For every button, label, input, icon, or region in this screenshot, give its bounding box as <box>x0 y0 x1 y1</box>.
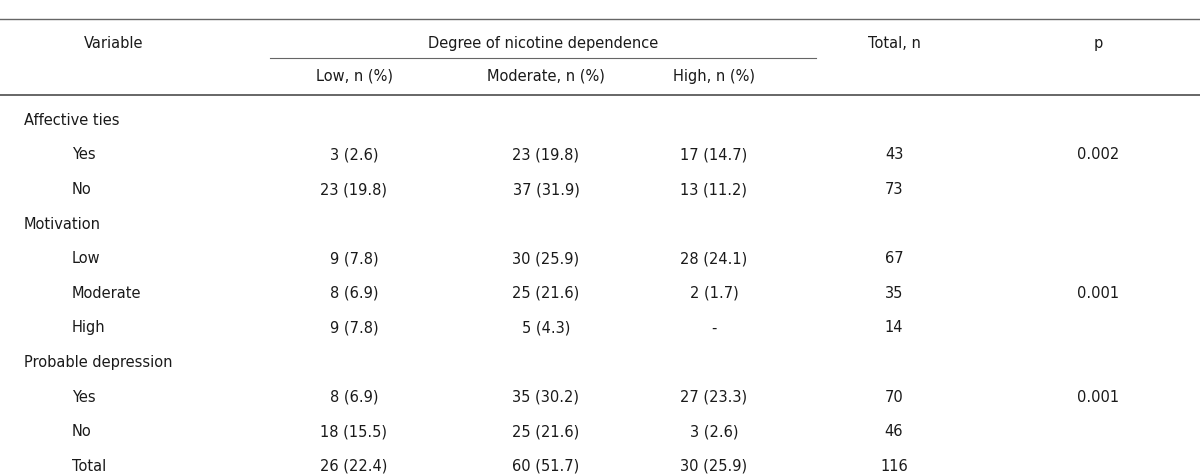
Text: Total: Total <box>72 459 107 474</box>
Text: Total, n: Total, n <box>868 36 920 51</box>
Text: 18 (15.5): 18 (15.5) <box>320 424 388 439</box>
Text: 43: 43 <box>884 147 904 163</box>
Text: 23 (19.8): 23 (19.8) <box>320 182 388 197</box>
Text: 3 (2.6): 3 (2.6) <box>690 424 738 439</box>
Text: 0.001: 0.001 <box>1076 390 1120 405</box>
Text: 37 (31.9): 37 (31.9) <box>512 182 580 197</box>
Text: Moderate, n (%): Moderate, n (%) <box>487 69 605 84</box>
Text: 73: 73 <box>884 182 904 197</box>
Text: 46: 46 <box>884 424 904 439</box>
Text: 5 (4.3): 5 (4.3) <box>522 320 570 336</box>
Text: 13 (11.2): 13 (11.2) <box>680 182 748 197</box>
Text: 23 (19.8): 23 (19.8) <box>512 147 580 163</box>
Text: 70: 70 <box>884 390 904 405</box>
Text: Affective ties: Affective ties <box>24 113 120 128</box>
Text: Low: Low <box>72 251 101 266</box>
Text: 28 (24.1): 28 (24.1) <box>680 251 748 266</box>
Text: 35: 35 <box>884 286 904 301</box>
Text: 60 (51.7): 60 (51.7) <box>512 459 580 474</box>
Text: 35 (30.2): 35 (30.2) <box>512 390 580 405</box>
Text: Degree of nicotine dependence: Degree of nicotine dependence <box>428 36 658 51</box>
Text: 2 (1.7): 2 (1.7) <box>690 286 738 301</box>
Text: 30 (25.9): 30 (25.9) <box>680 459 748 474</box>
Text: 25 (21.6): 25 (21.6) <box>512 424 580 439</box>
Text: 9 (7.8): 9 (7.8) <box>330 251 378 266</box>
Text: 17 (14.7): 17 (14.7) <box>680 147 748 163</box>
Text: 27 (23.3): 27 (23.3) <box>680 390 748 405</box>
Text: 14: 14 <box>884 320 904 336</box>
Text: Motivation: Motivation <box>24 217 101 232</box>
Text: Yes: Yes <box>72 147 96 163</box>
Text: 67: 67 <box>884 251 904 266</box>
Text: 8 (6.9): 8 (6.9) <box>330 390 378 405</box>
Text: 8 (6.9): 8 (6.9) <box>330 286 378 301</box>
Text: Variable: Variable <box>84 36 144 51</box>
Text: Yes: Yes <box>72 390 96 405</box>
Text: p: p <box>1093 36 1103 51</box>
Text: High, n (%): High, n (%) <box>673 69 755 84</box>
Text: No: No <box>72 182 91 197</box>
Text: 25 (21.6): 25 (21.6) <box>512 286 580 301</box>
Text: 30 (25.9): 30 (25.9) <box>512 251 580 266</box>
Text: 116: 116 <box>880 459 908 474</box>
Text: Moderate: Moderate <box>72 286 142 301</box>
Text: 0.001: 0.001 <box>1076 286 1120 301</box>
Text: 26 (22.4): 26 (22.4) <box>320 459 388 474</box>
Text: 0.002: 0.002 <box>1076 147 1120 163</box>
Text: 3 (2.6): 3 (2.6) <box>330 147 378 163</box>
Text: Low, n (%): Low, n (%) <box>316 69 392 84</box>
Text: -: - <box>712 320 716 336</box>
Text: Probable depression: Probable depression <box>24 355 173 370</box>
Text: No: No <box>72 424 91 439</box>
Text: High: High <box>72 320 106 336</box>
Text: 9 (7.8): 9 (7.8) <box>330 320 378 336</box>
